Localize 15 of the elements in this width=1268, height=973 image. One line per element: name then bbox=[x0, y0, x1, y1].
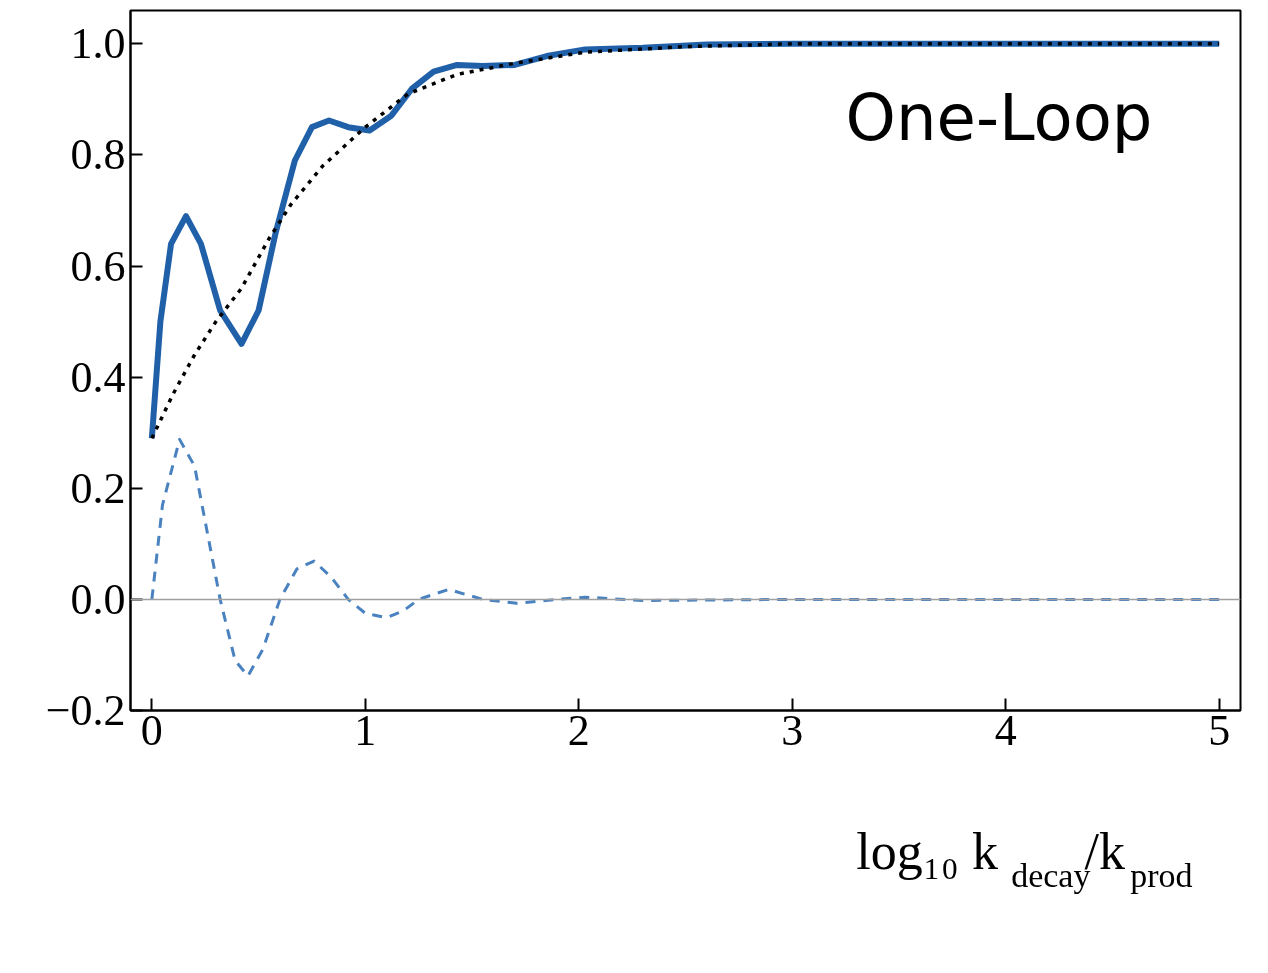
x-tick-label: 2 bbox=[567, 705, 590, 755]
y-tick-label: 0.8 bbox=[70, 130, 126, 180]
x-tick-label: 0 bbox=[140, 705, 163, 755]
x-tick-label: 1 bbox=[354, 705, 377, 755]
y-tick-label: 0.2 bbox=[70, 463, 126, 513]
line-series bbox=[150, 437, 1221, 678]
y-tick-label: 0.0 bbox=[70, 574, 126, 624]
y-tick-label: 1.0 bbox=[70, 19, 126, 69]
x-tick-label: 5 bbox=[1208, 705, 1231, 755]
y-tick-label: 0.6 bbox=[70, 241, 126, 291]
x-tick-label: 3 bbox=[781, 705, 804, 755]
y-tick-label: −0.2 bbox=[45, 686, 126, 735]
annotation: One-Loop bbox=[845, 80, 1153, 155]
y-tick-label: 0.4 bbox=[70, 352, 126, 402]
x-tick-label: 4 bbox=[994, 705, 1017, 755]
